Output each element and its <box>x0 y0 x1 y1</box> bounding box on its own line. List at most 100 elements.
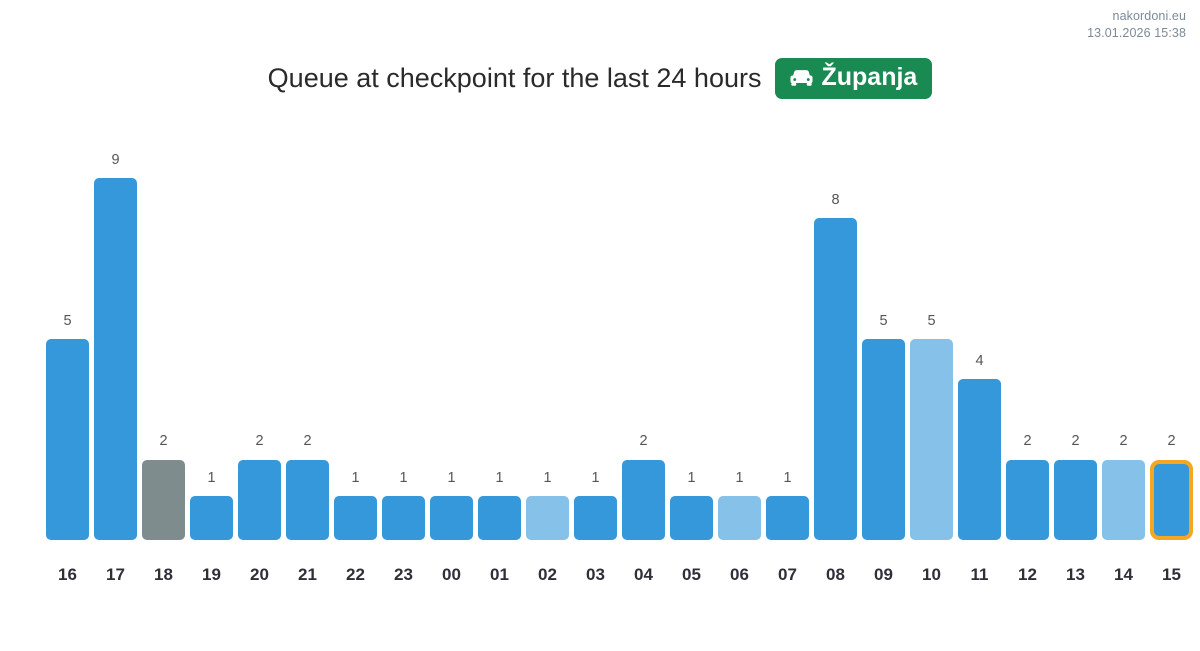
x-tick-07: 07 <box>778 565 797 584</box>
bar-rect-14[interactable] <box>1102 459 1145 540</box>
location-badge[interactable]: Županja <box>775 58 933 99</box>
bar-value-label-14: 2 <box>1119 433 1128 450</box>
bar-14[interactable]: 2 <box>1102 140 1145 540</box>
bar-06[interactable]: 1 <box>718 140 761 540</box>
x-tick-13: 13 <box>1066 565 1085 584</box>
bar-03[interactable]: 1 <box>574 140 617 540</box>
bar-13[interactable]: 2 <box>1054 140 1097 540</box>
bar-value-label-01: 1 <box>495 469 504 486</box>
bar-rect-10[interactable] <box>910 339 953 540</box>
bar-19[interactable]: 1 <box>190 140 233 540</box>
bar-08[interactable]: 8 <box>814 140 857 540</box>
bar-rect-15[interactable] <box>1150 459 1193 540</box>
bar-rect-01[interactable] <box>478 496 521 540</box>
bar-21[interactable]: 2 <box>286 140 329 540</box>
bar-rect-21[interactable] <box>286 459 329 540</box>
bar-04[interactable]: 2 <box>622 140 665 540</box>
bar-value-label-16: 5 <box>63 312 72 329</box>
bar-22[interactable]: 1 <box>334 140 377 540</box>
bar-rect-23[interactable] <box>382 496 425 540</box>
bar-rect-12[interactable] <box>1006 459 1049 540</box>
car-icon <box>788 67 815 89</box>
x-tick-08: 08 <box>826 565 845 584</box>
bar-12[interactable]: 2 <box>1006 140 1049 540</box>
x-axis: 16 17 18 19 20 21 22 23 00 01 02 03 04 05 06 07 08 09 10 11… <box>46 565 1181 596</box>
x-tick-02: 02 <box>538 565 557 584</box>
bar-rect-02[interactable] <box>526 496 569 540</box>
page-title: Queue at checkpoint for the last 24 hour… <box>267 63 762 93</box>
title-row: Queue at checkpoint for the last 24 hour… <box>0 58 1200 99</box>
bar-05[interactable]: 1 <box>670 140 713 540</box>
x-tick-09: 09 <box>874 565 893 584</box>
bar-rect-11[interactable] <box>958 379 1001 540</box>
bar-01[interactable]: 1 <box>478 140 521 540</box>
x-tick-03: 03 <box>586 565 605 584</box>
bar-rect-09[interactable] <box>862 339 905 540</box>
x-tick-19: 19 <box>202 565 221 584</box>
x-tick-11: 11 <box>970 565 989 584</box>
bar-value-label-00: 1 <box>447 469 456 486</box>
x-tick-20: 20 <box>250 565 269 584</box>
bar-value-label-07: 1 <box>783 469 792 486</box>
bar-value-label-17: 9 <box>111 151 120 168</box>
bar-rect-00[interactable] <box>430 496 473 540</box>
bar-rect-20[interactable] <box>238 459 281 540</box>
bar-value-label-09: 5 <box>879 312 888 329</box>
x-tick-21: 21 <box>298 565 317 584</box>
bar-value-label-12: 2 <box>1023 433 1032 450</box>
bar-value-label-22: 1 <box>351 469 360 486</box>
bar-value-label-20: 2 <box>255 433 264 450</box>
x-tick-06: 06 <box>730 565 749 584</box>
bar-value-label-03: 1 <box>591 469 600 486</box>
bar-02[interactable]: 1 <box>526 140 569 540</box>
bar-00[interactable]: 1 <box>430 140 473 540</box>
x-tick-12: 12 <box>1018 565 1037 584</box>
bar-18[interactable]: 2 <box>142 140 185 540</box>
bar-value-label-06: 1 <box>735 469 744 486</box>
bar-rect-16[interactable] <box>46 339 89 540</box>
x-tick-00: 00 <box>442 565 461 584</box>
bar-value-label-21: 2 <box>303 433 312 450</box>
bar-15[interactable]: 2 <box>1150 140 1193 540</box>
bar-11[interactable]: 4 <box>958 140 1001 540</box>
bar-17[interactable]: 9 <box>94 140 137 540</box>
bar-value-label-11: 4 <box>975 352 984 369</box>
x-tick-18: 18 <box>154 565 173 584</box>
bar-rect-08[interactable] <box>814 218 857 540</box>
bar-10[interactable]: 5 <box>910 140 953 540</box>
bar-rect-17[interactable] <box>94 178 137 540</box>
bar-20[interactable]: 2 <box>238 140 281 540</box>
x-tick-22: 22 <box>346 565 365 584</box>
x-tick-01: 01 <box>490 565 509 584</box>
bar-rect-05[interactable] <box>670 496 713 540</box>
bar-rect-04[interactable] <box>622 459 665 540</box>
location-badge-label: Županja <box>821 63 918 91</box>
bar-value-label-08: 8 <box>831 191 840 208</box>
x-tick-23: 23 <box>394 565 413 584</box>
bar-16[interactable]: 5 <box>46 140 89 540</box>
bar-rect-19[interactable] <box>190 496 233 540</box>
x-tick-14: 14 <box>1114 565 1133 584</box>
bar-07[interactable]: 1 <box>766 140 809 540</box>
bar-value-label-02: 1 <box>543 469 552 486</box>
bar-rect-22[interactable] <box>334 496 377 540</box>
bar-value-label-23: 1 <box>399 469 408 486</box>
bar-rect-07[interactable] <box>766 496 809 540</box>
bar-value-label-19: 1 <box>207 469 216 486</box>
x-tick-16: 16 <box>58 565 77 584</box>
bar-rect-13[interactable] <box>1054 459 1097 540</box>
x-tick-15: 15 <box>1162 565 1181 584</box>
bar-rect-18[interactable] <box>142 459 185 540</box>
timestamp: 13.01.2026 15:38 <box>1087 25 1186 40</box>
bar-value-label-18: 2 <box>159 433 168 450</box>
x-tick-04: 04 <box>634 565 653 584</box>
bar-09[interactable]: 5 <box>862 140 905 540</box>
x-tick-10: 10 <box>922 565 941 584</box>
x-tick-17: 17 <box>106 565 125 584</box>
bar-value-label-05: 1 <box>687 469 696 486</box>
bar-rect-06[interactable] <box>718 496 761 540</box>
bar-rect-03[interactable] <box>574 496 617 540</box>
x-tick-05: 05 <box>682 565 701 584</box>
bar-23[interactable]: 1 <box>382 140 425 540</box>
meta-block: nakordoni.eu 13.01.2026 15:38 <box>1087 8 1186 42</box>
